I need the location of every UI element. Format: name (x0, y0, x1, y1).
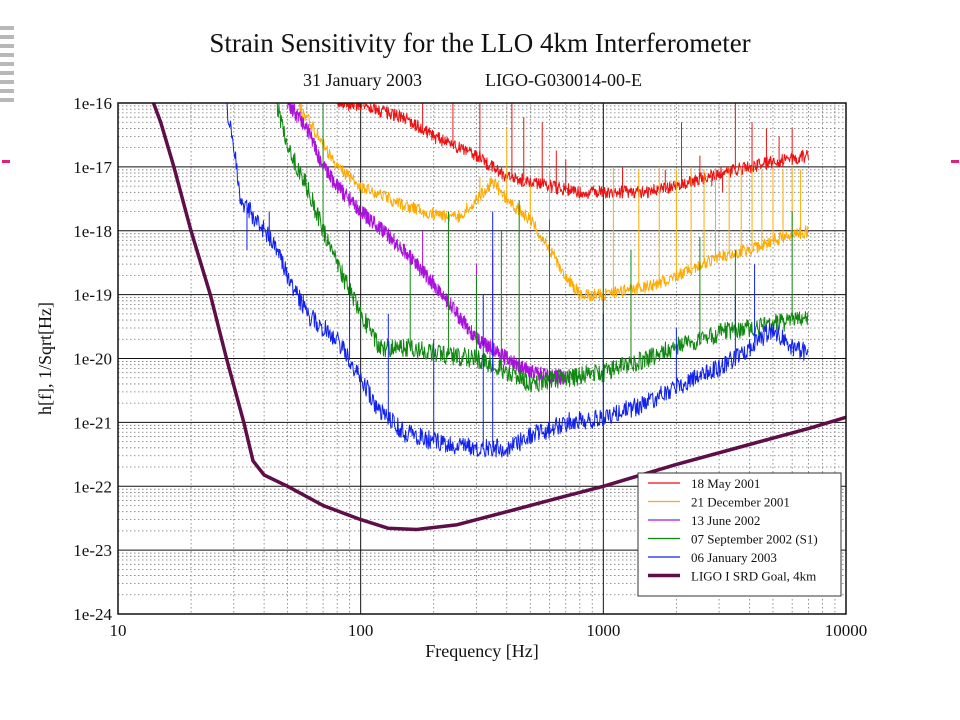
decor-bar (0, 89, 14, 93)
y-tick-label: 1e-17 (73, 158, 112, 177)
y-axis: 1e-16 1e-17 1e-18 1e-19 1e-20 1e-21 1e-22 1e-23… (73, 94, 112, 624)
y-tick-label: 1e-24 (73, 605, 112, 624)
legend-entry: 07 September 2002 (S1) (691, 532, 818, 547)
y-tick-label: 1e-19 (73, 286, 112, 305)
y-axis-label: h[f], 1/Sqrt[Hz] (35, 302, 55, 415)
y-tick-label: 1e-21 (73, 413, 112, 432)
chart-subtitle-doc-id: LIGO-G030014-00-E (485, 70, 642, 90)
legend-entry: 21 December 2001 (691, 495, 790, 510)
decor-bar (0, 62, 14, 66)
decor-bar (0, 44, 14, 48)
y-tick-label: 1e-16 (73, 94, 112, 113)
decor-bar (0, 80, 14, 84)
series-line (297, 103, 809, 302)
y-tick-label: 1e-23 (73, 541, 112, 560)
x-tick-label: 100 (348, 621, 374, 640)
accent-dash-left (2, 160, 10, 163)
legend-entry: 06 January 2003 (691, 550, 777, 565)
x-axis-label: Frequency [Hz] (425, 641, 538, 661)
x-axis: 10 100 1000 10000 (110, 621, 868, 640)
chart-subtitle-date: 31 January 2003 (303, 70, 422, 90)
series-line (226, 103, 809, 458)
x-tick-label: 10000 (825, 621, 868, 640)
accent-dash-right (951, 160, 959, 163)
decor-bar (0, 71, 14, 75)
legend: 18 May 2001 21 December 2001 13 June 2002 0… (637, 472, 842, 597)
decor-bar (0, 98, 14, 102)
y-tick-label: 1e-22 (73, 477, 112, 496)
plot-frame (117, 102, 847, 615)
x-tick-label: 10 (110, 621, 127, 640)
y-tick-label: 1e-20 (73, 350, 112, 369)
x-tick-label: 1000 (586, 621, 620, 640)
decor-bar (0, 26, 14, 30)
legend-entry: 13 June 2002 (691, 513, 760, 528)
legend-entry: LIGO I SRD Goal, 4km (691, 569, 816, 584)
chart-title: Strain Sensitivity for the LLO 4km Inter… (209, 28, 751, 58)
decor-bar (0, 53, 14, 57)
series-line (337, 103, 809, 199)
y-tick-label: 1e-18 (73, 222, 112, 241)
decor-bar (0, 35, 14, 39)
series-line (276, 103, 809, 393)
legend-entry: 18 May 2001 (691, 476, 760, 491)
